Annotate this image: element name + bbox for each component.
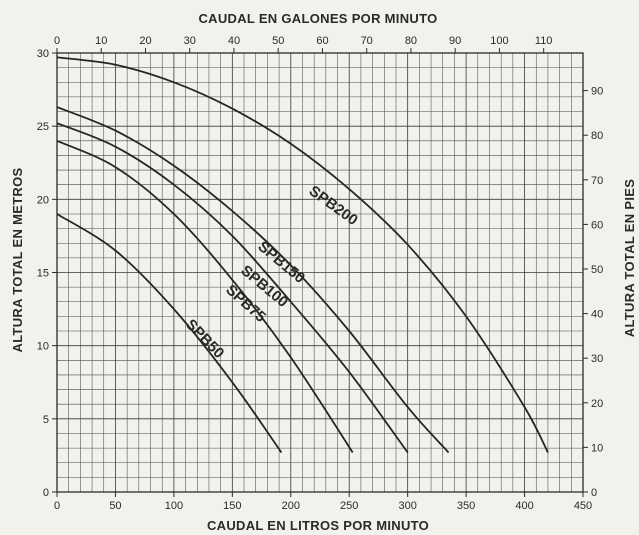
top-tick-label: 60 <box>316 35 328 47</box>
top-tick-label: 70 <box>361 35 373 47</box>
y-tick-label: 25 <box>37 121 49 133</box>
curve-spb75 <box>56 139 354 453</box>
x-tick-label: 0 <box>54 500 60 512</box>
right-tick-label: 10 <box>591 442 603 454</box>
y-tick-label: 0 <box>43 487 49 499</box>
right-tick-label: 30 <box>591 353 603 365</box>
right-tick-label: 60 <box>591 219 603 231</box>
x-tick-label: 450 <box>574 500 592 512</box>
top-tick-label: 90 <box>449 35 461 47</box>
top-tick-label: 30 <box>184 35 196 47</box>
ticks: 0 50 100 150 200 250 300 350 400 4500510152025300… <box>37 35 604 512</box>
x-tick-label: 150 <box>223 500 241 512</box>
top-tick-label: 10 <box>95 35 107 47</box>
x-tick-label: 400 <box>515 500 533 512</box>
right-tick-label: 80 <box>591 130 603 142</box>
right-tick-label: 0 <box>591 487 597 499</box>
top-axis-title: CAUDAL EN GALONES POR MINUTO <box>198 11 437 26</box>
y-axis-title: ALTURA TOTAL EN METROS <box>10 167 25 352</box>
x-tick-label: 50 <box>109 500 121 512</box>
y-tick-label: 20 <box>37 194 49 206</box>
right-tick-label: 20 <box>591 398 603 410</box>
curve-spb150 <box>56 106 450 454</box>
right-tick-label: 70 <box>591 175 603 187</box>
top-tick-label: 110 <box>535 35 553 47</box>
right-tick-label: 40 <box>591 309 603 321</box>
curve-spb200 <box>56 56 549 453</box>
x-tick-label: 200 <box>282 500 300 512</box>
right-tick-label: 90 <box>591 86 603 98</box>
x-tick-label: 100 <box>165 500 183 512</box>
x-tick-label: 350 <box>457 500 475 512</box>
top-tick-label: 100 <box>490 35 508 47</box>
top-tick-label: 20 <box>139 35 151 47</box>
top-tick-label: 0 <box>54 35 60 47</box>
top-tick-label: 50 <box>272 35 284 47</box>
curve-spb50 <box>56 213 283 454</box>
top-tick-label: 80 <box>405 35 417 47</box>
y-tick-label: 10 <box>37 341 49 353</box>
grid <box>56 52 584 493</box>
y-tick-label: 5 <box>43 414 49 426</box>
y-axis-right-title: ALTURA TOTAL EN PIES <box>622 179 637 337</box>
x-tick-label: 300 <box>398 500 416 512</box>
x-axis-title: CAUDAL EN LITROS POR MINUTO <box>207 518 429 533</box>
y-tick-label: 30 <box>37 48 49 60</box>
top-tick-label: 40 <box>228 35 240 47</box>
x-tick-label: 250 <box>340 500 358 512</box>
right-tick-label: 50 <box>591 264 603 276</box>
y-tick-label: 15 <box>37 268 49 280</box>
curve-spb100 <box>56 122 409 454</box>
curves <box>56 56 549 454</box>
